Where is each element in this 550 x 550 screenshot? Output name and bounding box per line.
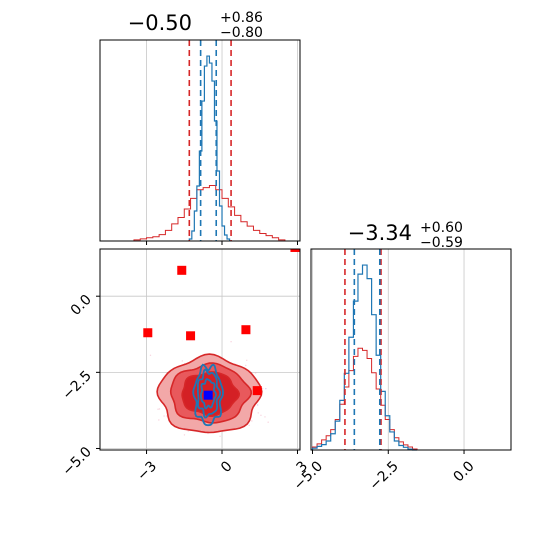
blue-contour-0 [192, 363, 225, 427]
hist-panel-param2-grid [312, 249, 465, 450]
scatter-point [219, 435, 221, 438]
scatter-point [251, 420, 253, 422]
marker-red-1 [143, 328, 153, 338]
blue-contour-2 [200, 378, 217, 410]
hist-panel-param1-bars [133, 55, 286, 241]
hist-panel-param2-title-plus: +0.60 [420, 220, 463, 236]
joint-panel-frame [99, 248, 301, 451]
hist1-red-series [133, 185, 286, 241]
hist1-blue-series [188, 55, 231, 241]
scatter-point [158, 408, 161, 410]
joint-panel-markers [143, 249, 300, 400]
marker-red-4 [290, 249, 300, 252]
scatter-point [265, 387, 267, 390]
scatter-point [157, 408, 159, 410]
hist-panel-param1-frame [99, 39, 301, 242]
scatter-point [256, 404, 259, 406]
scatter-point [248, 424, 250, 427]
hist2-red-series [312, 347, 418, 450]
scatter-point [230, 340, 232, 343]
scatter-point [260, 414, 262, 416]
hist-panel-param1-title-plus: +0.86 [220, 10, 263, 26]
hist-panel-param2-title: −3.34 [348, 221, 412, 245]
hist-panel-param1: −0.50 +0.86 −0.80 [99, 10, 301, 245]
hist2-blue-series [311, 264, 418, 451]
hist-panel-param1-title: −0.50 [128, 11, 192, 35]
hist-panel-param1-quantiles [188, 40, 232, 241]
joint-panel-blue-contours [192, 363, 225, 427]
hist-panel-param2-bars [311, 264, 418, 451]
hist-panel-param2-quantiles [344, 249, 382, 450]
scatter-point [264, 416, 266, 418]
hist-panel-param2-title-minus: −0.59 [420, 235, 463, 251]
scatter-point [181, 360, 184, 362]
scatter-point [245, 364, 247, 367]
marker-red-2 [186, 331, 196, 341]
blue-contour-1 [197, 368, 222, 419]
joint-panel-red-contours [156, 353, 263, 434]
hist-panel-param2-frame [310, 248, 512, 451]
scatter-point [267, 421, 269, 423]
marker-red-5 [252, 386, 262, 396]
scatter-point [246, 359, 248, 361]
scatter-point [163, 415, 165, 417]
scatter-point [257, 412, 259, 414]
marker-blue-6 [203, 390, 213, 400]
scatter-point [261, 387, 264, 390]
marker-red-3 [241, 325, 251, 335]
scatter-point [158, 419, 160, 421]
hist-panel-param1-ticks [146, 241, 298, 245]
scatter-point [149, 354, 152, 356]
scatter-point [254, 372, 257, 374]
marker-red-0 [177, 265, 187, 275]
scatter-point [187, 430, 189, 432]
hist-panel-param1-title-minus: −0.80 [220, 25, 263, 41]
scatter-point [183, 434, 186, 436]
